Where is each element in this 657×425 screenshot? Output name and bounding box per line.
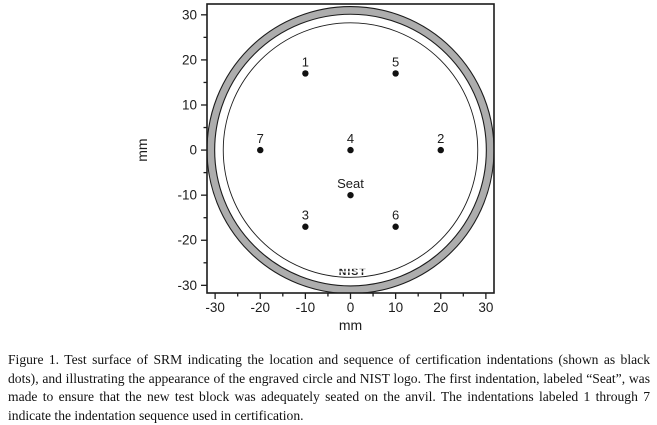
y-tick-label: 30 <box>182 7 197 22</box>
indentation-label: 3 <box>302 208 309 223</box>
nist-logo-stripe <box>335 267 370 269</box>
x-tick-label: 30 <box>478 300 493 315</box>
nist-logo-stripe <box>335 271 370 273</box>
indentation-label: Seat <box>337 176 364 191</box>
figure-caption: Figure 1. Test surface of SRM indicating… <box>8 352 650 423</box>
y-tick-label: -20 <box>177 233 197 248</box>
indentation-label: 4 <box>347 131 354 146</box>
indentation-dot <box>347 191 354 199</box>
figure-plot: NIST -30 -20 -10 0 10 20 30 30 20 10 0 -10 -20 -30 mm mm… <box>134 3 495 333</box>
srm-plot-svg: NIST-30 -20 -10 0 10 20 303020100-10-20-30mmmm… <box>134 3 495 333</box>
engraved-circle <box>222 22 479 278</box>
x-tick-label: 10 <box>388 300 403 315</box>
y-tick-label: -10 <box>177 188 197 203</box>
indentation-label: 6 <box>392 208 399 223</box>
indentation-dot <box>302 223 309 230</box>
indentation-dot <box>392 70 399 77</box>
x-tick-label: 20 <box>433 300 448 315</box>
y-tick-label: 0 <box>189 143 197 158</box>
indentation-dot <box>392 223 399 230</box>
indentation-dot <box>257 146 264 154</box>
x-tick-label: -30 <box>205 300 225 315</box>
y-tick-label: -30 <box>177 278 197 293</box>
x-tick-label: 0 <box>347 300 355 315</box>
indentation-label: 7 <box>257 131 264 146</box>
indentation-label: 1 <box>302 54 309 69</box>
indentation-dot <box>347 146 354 154</box>
indentation-label: 5 <box>392 54 399 69</box>
indentation-label: 2 <box>437 131 444 146</box>
x-axis-label: mm <box>339 317 362 333</box>
x-tick-label: -20 <box>250 300 270 315</box>
y-axis-label: mm <box>134 138 150 161</box>
indentation-dot <box>437 146 444 154</box>
indentation-dot <box>302 70 309 77</box>
y-tick-label: 20 <box>182 52 197 67</box>
y-tick-label: 10 <box>182 97 197 112</box>
x-tick-label: -10 <box>296 300 316 315</box>
